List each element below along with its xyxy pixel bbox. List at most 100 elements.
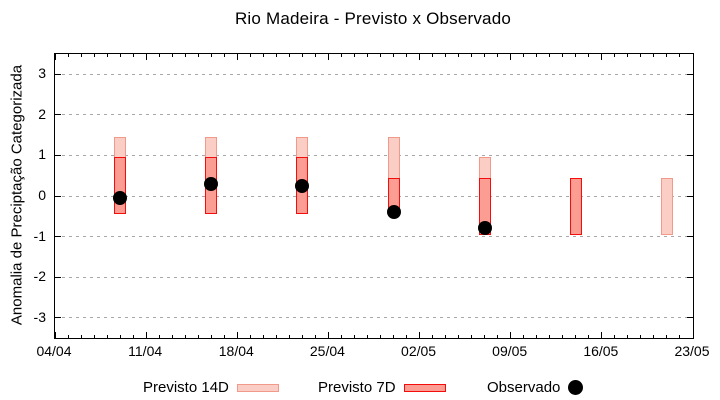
x-tick-minor-top <box>210 54 212 57</box>
x-tick-minor-top <box>380 54 381 57</box>
y-tick-left <box>55 73 61 75</box>
x-tick-minor-top <box>575 54 577 57</box>
x-tick-label-02/05: 02/05 <box>401 343 437 359</box>
previsto-7d-swatch-icon <box>403 383 446 392</box>
x-tick-minor <box>523 335 525 338</box>
gridline-y--3 <box>55 317 693 319</box>
y-tick-label: -3 <box>33 308 46 325</box>
x-tick-minor <box>119 335 121 338</box>
x-tick-minor-top <box>562 54 564 57</box>
y-tick-right <box>687 154 693 156</box>
x-tick-major-top <box>54 54 56 60</box>
y-tick-left <box>55 114 61 116</box>
legend-item-observado: Observado <box>487 379 584 396</box>
x-tick-minor <box>275 335 277 338</box>
x-tick-minor <box>484 335 486 338</box>
x-tick-minor-top <box>223 54 225 57</box>
x-tick-minor-top <box>249 54 251 57</box>
x-tick-minor <box>353 335 355 338</box>
y-tick-right <box>687 236 693 238</box>
x-tick-major <box>419 332 421 338</box>
x-tick-minor <box>301 335 303 338</box>
chart-title: Rio Madeira - Previsto x Observado <box>234 9 512 28</box>
x-tick-minor <box>497 335 499 338</box>
x-tick-minor-top <box>432 54 434 57</box>
legend-label-observado: Observado <box>487 379 561 396</box>
x-tick-label-16/05: 16/05 <box>583 343 619 359</box>
x-tick-minor-top <box>314 54 316 57</box>
x-tick-label-11/04: 11/04 <box>128 343 163 359</box>
x-tick-minor-top <box>523 54 525 57</box>
x-tick-minor <box>197 335 199 338</box>
x-tick-minor <box>132 335 134 338</box>
x-tick-minor-top <box>158 54 160 57</box>
x-tick-minor-top <box>275 54 277 57</box>
x-tick-minor <box>93 335 95 338</box>
y-tick-right <box>687 317 693 319</box>
x-tick-major <box>692 332 694 338</box>
bar-previsto-14d-21/05 <box>660 177 673 235</box>
y-tick-left <box>55 317 61 319</box>
x-tick-minor <box>679 335 681 338</box>
y-tick-label: 3 <box>38 65 46 82</box>
x-tick-minor-top <box>458 54 460 57</box>
x-tick-minor <box>380 335 381 338</box>
x-tick-major-top <box>419 54 421 60</box>
y-tick-label: 1 <box>38 146 46 163</box>
observado-dot-icon <box>568 380 584 395</box>
x-tick-minor-top <box>406 54 408 57</box>
x-tick-minor <box>549 335 551 338</box>
y-tick-left <box>55 276 61 278</box>
x-tick-minor <box>249 335 251 338</box>
x-tick-minor-top <box>119 54 121 57</box>
x-tick-minor <box>366 335 368 338</box>
y-tick-left <box>55 154 61 156</box>
x-tick-minor-top <box>288 54 290 57</box>
x-tick-minor <box>445 335 447 338</box>
x-tick-major <box>601 332 603 338</box>
x-tick-minor <box>158 335 160 338</box>
gridline-y--1 <box>55 236 693 238</box>
x-tick-minor <box>340 335 342 338</box>
x-tick-label-18/04: 18/04 <box>218 343 254 359</box>
x-tick-minor-top <box>445 54 447 57</box>
legend-label-previsto-14d: Previsto 14D <box>143 379 229 396</box>
legend-label-previsto-7d: Previsto 7D <box>318 379 396 396</box>
legend-item-previsto-7d: Previsto 7D <box>318 379 446 396</box>
observed-dot-16/04 <box>204 176 219 191</box>
gridline-y-3 <box>55 73 693 75</box>
x-tick-minor <box>210 335 212 338</box>
gridline-y--2 <box>55 276 693 278</box>
x-tick-minor-top <box>653 54 655 57</box>
x-tick-major-top <box>692 54 694 60</box>
previsto-14d-swatch-icon <box>236 383 279 392</box>
x-tick-major-top <box>601 54 603 60</box>
x-tick-major-top <box>236 54 238 60</box>
x-tick-label-09/05: 09/05 <box>492 343 528 359</box>
x-tick-major <box>236 332 238 338</box>
x-tick-major <box>54 332 56 338</box>
x-tick-minor-top <box>171 54 173 57</box>
observed-dot-30/04 <box>386 205 401 220</box>
x-tick-minor-top <box>262 54 264 57</box>
x-tick-minor <box>106 335 108 338</box>
x-tick-minor <box>432 335 434 338</box>
x-tick-minor-top <box>340 54 342 57</box>
x-tick-major-top <box>327 54 329 60</box>
bar-previsto-7d-09/04 <box>114 157 127 215</box>
x-tick-minor-top <box>184 54 186 57</box>
x-tick-minor-top <box>549 54 551 57</box>
y-tick-right <box>687 276 693 278</box>
x-tick-minor-top <box>484 54 486 57</box>
y-tick-right <box>687 195 693 197</box>
x-tick-minor <box>536 335 538 338</box>
y-tick-label: -2 <box>33 268 46 285</box>
x-tick-minor-top <box>106 54 108 57</box>
y-tick-right <box>687 114 693 116</box>
x-tick-minor-top <box>301 54 303 57</box>
y-tick-left <box>55 195 61 197</box>
x-tick-minor-top <box>536 54 538 57</box>
x-tick-minor-top <box>471 54 473 57</box>
legend-item-previsto-14d: Previsto 14D <box>143 379 279 396</box>
